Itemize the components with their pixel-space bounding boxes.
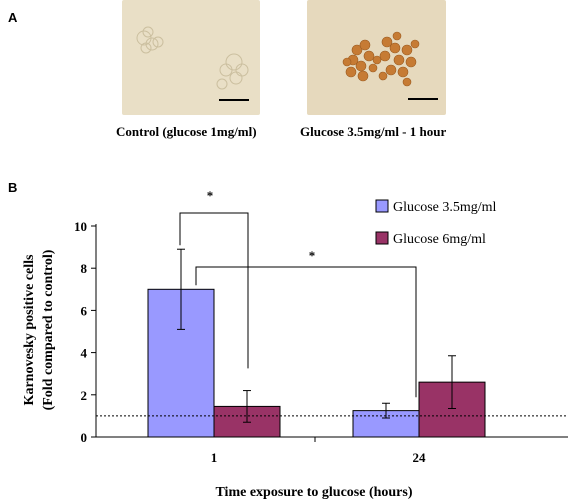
bracket-1h	[179, 212, 249, 369]
x-tick-label: 1	[211, 450, 218, 465]
significance-brackets: **	[179, 188, 417, 398]
glucose-micrograph	[307, 0, 446, 115]
bars	[147, 288, 486, 438]
panel-b-label: B	[8, 180, 18, 195]
glucose-micrograph-image	[307, 0, 446, 115]
legend-swatch-glucose-6	[375, 231, 389, 245]
y-tick-label: 0	[81, 430, 88, 445]
legend-swatch-glucose-3-5	[375, 199, 389, 213]
panel-a-label: A	[8, 10, 18, 25]
glucose-caption: Glucose 3.5mg/ml - 1 hour	[300, 124, 447, 139]
control-micrograph	[122, 0, 260, 115]
legend: Glucose 3.5mg/ml Glucose 6mg/ml	[375, 199, 497, 247]
y-tick-label: 4	[81, 346, 88, 361]
significance-star-1: *	[207, 188, 214, 203]
y-tick-label: 8	[81, 261, 88, 276]
legend-label-glucose-3-5: Glucose 3.5mg/ml	[393, 200, 497, 215]
y-tick-label: 6	[81, 303, 88, 318]
bracket-cross	[195, 266, 417, 398]
x-tick-label: 24	[413, 450, 427, 465]
y-axis-label-line-2: (Fold compared to control)	[41, 249, 56, 410]
axes	[95, 224, 568, 438]
error-bars	[177, 248, 456, 423]
x-axis-ticks: 1 24	[211, 437, 426, 465]
y-tick-label: 10	[74, 219, 87, 234]
significance-star-2: *	[309, 248, 316, 263]
legend-label-glucose-6: Glucose 6mg/ml	[393, 232, 486, 247]
y-axis-ticks: 0 2 4 6 8 10	[74, 219, 96, 445]
y-axis-label-line-1: Karnovesky positive cells	[22, 254, 37, 405]
control-micrograph-image	[122, 0, 260, 115]
control-caption: Control (glucose 1mg/ml)	[116, 124, 257, 139]
y-tick-label: 2	[81, 388, 88, 403]
x-axis-label: Time exposure to glucose (hours)	[215, 485, 412, 500]
